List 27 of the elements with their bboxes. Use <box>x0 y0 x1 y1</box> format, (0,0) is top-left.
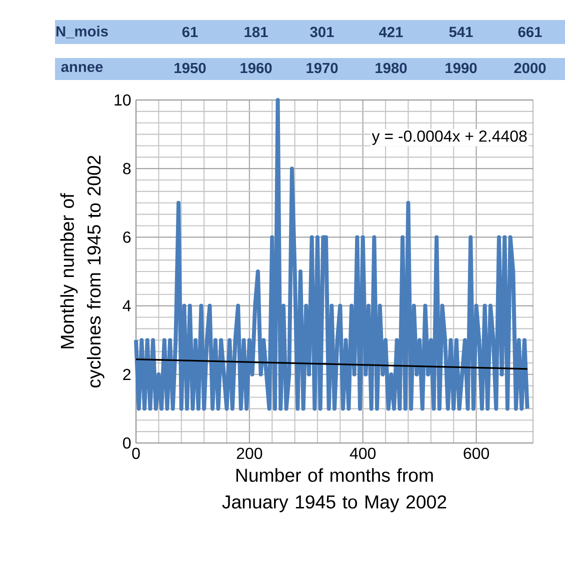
y-tick-label: 6 <box>123 232 131 243</box>
text: 1970 <box>306 62 338 74</box>
text: 1950 <box>174 62 206 74</box>
text: 661 <box>518 26 542 38</box>
text: N_mois <box>56 26 108 38</box>
text: 181 <box>244 26 268 38</box>
text: 61 <box>182 26 198 38</box>
y-axis-title: Monthly number of cyclones from 1945 to 2002 <box>60 156 104 388</box>
text: 1980 <box>376 62 407 74</box>
x-tick-label: 200 <box>236 448 262 460</box>
text: 1990 <box>446 62 477 74</box>
text: 2000 <box>514 62 546 74</box>
y-tick-label: 0 <box>123 437 131 449</box>
y-tick-label: 2 <box>123 368 130 380</box>
text: 421 <box>378 26 403 38</box>
text: annee <box>61 64 103 72</box>
x-tick-label: 0 <box>132 448 140 460</box>
y-tick-label: 10 <box>114 94 131 106</box>
text: 1960 <box>240 62 272 74</box>
text: 301 <box>310 26 334 38</box>
x-axis-title: Number of months from January 1945 to May 2002 <box>222 468 446 512</box>
y-tick-label: 8 <box>123 162 131 174</box>
annotation: y = -0.0004x + 2.4408 <box>372 130 527 145</box>
x-tick-label: 600 <box>464 448 490 460</box>
x-tick-label: 400 <box>350 448 376 460</box>
text: 541 <box>449 26 473 38</box>
y-tick-label: 4 <box>122 300 131 312</box>
